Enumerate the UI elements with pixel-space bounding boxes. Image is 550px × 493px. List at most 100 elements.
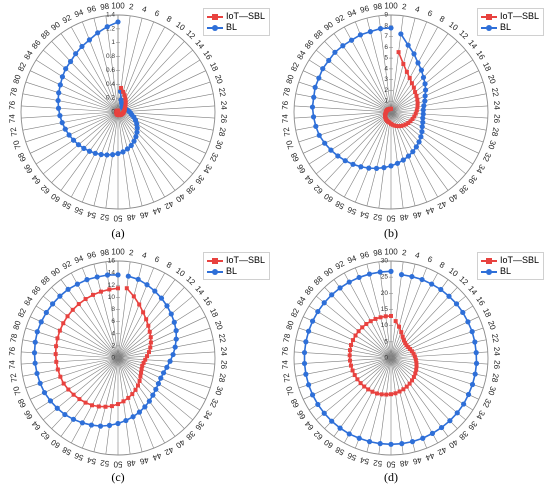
category-label: 10 [447,266,460,279]
category-label: 48 [126,458,137,468]
spoke-line [390,49,466,113]
category-label: 42 [436,445,449,457]
data-point [144,317,149,322]
data-point [422,98,428,104]
category-label: 94 [73,7,85,19]
legend-entry: IoT—SBL [207,11,265,22]
data-point [418,67,425,73]
category-label: 72 [9,372,20,383]
data-point [472,339,478,345]
spoke-line [82,357,119,449]
spoke-line [30,316,119,359]
category-label: 64 [303,419,316,432]
spoke-line [390,287,458,359]
data-point [83,297,88,302]
category-label: 18 [481,61,493,73]
spoke-line [294,357,392,365]
data-point [164,364,170,370]
data-point [77,397,82,402]
category-label: 98 [100,2,111,12]
radial-grid [20,14,216,210]
data-point [381,165,387,171]
spoke-line [117,59,201,113]
data-point [384,392,389,397]
data-point [158,295,165,301]
data-point [393,319,398,324]
data-point [173,336,179,342]
data-point [414,364,419,369]
data-point [168,311,174,317]
radial-tick-label: 1 [111,39,115,46]
data-point [170,351,176,358]
spoke-line [324,357,392,429]
data-point [408,119,413,124]
legend: IoT—SBL BL [477,8,545,36]
category-label: 46 [411,209,422,220]
data-point [393,391,398,396]
data-point [414,360,419,365]
legend-swatch [207,23,223,33]
legend: IoT—SBL BL [477,252,545,280]
data-point [412,114,417,119]
spoke-line [21,105,119,113]
radial-tick-label: 15 [381,306,389,313]
data-point [124,146,131,152]
data-point [409,81,414,86]
category-label: 94 [346,7,358,19]
data-point [316,132,322,138]
data-point [379,392,384,397]
category-label: 32 [208,151,220,163]
radial-tick-label: 8 [384,22,388,29]
spoke-line [390,111,474,165]
data-point [422,81,428,87]
category-label: 52 [372,458,383,468]
category-label: 6 [153,8,161,18]
data-point [356,329,361,334]
category-label: 100 [111,248,125,257]
data-point [370,389,375,394]
data-point [121,399,126,404]
data-point [410,149,416,155]
data-point [86,148,93,154]
spoke-line [303,357,392,400]
data-point [155,381,162,387]
legend: IoT—SBL BL [203,252,271,280]
legend-label: IoT—SBL [226,11,266,21]
data-point [465,391,472,398]
category-label: 80 [285,319,296,331]
data-point [349,343,354,348]
category-label: 74 [7,113,17,123]
data-point [388,163,394,169]
category-label: 52 [99,212,110,222]
category-label: 30 [213,139,224,151]
data-point [61,321,66,326]
category-label: 2 [402,2,408,12]
data-point [43,309,49,316]
data-point [91,292,95,297]
category-label: 54 [86,455,97,466]
data-point [364,321,369,326]
data-point [58,374,63,379]
data-point [104,24,110,30]
data-point [415,104,420,109]
spoke-line [378,15,392,113]
data-point [305,328,312,334]
data-point [62,126,68,132]
spoke-line [390,295,466,359]
spoke-line [117,327,211,359]
spoke-line [390,21,427,113]
data-point [138,374,143,379]
data-point [121,89,126,94]
data-point [126,395,131,400]
spoke-line [117,357,154,449]
category-label: 82 [289,306,301,318]
category-label: 6 [426,254,434,264]
data-point [152,288,158,294]
category-label: 6 [153,254,161,264]
spoke-line [390,327,484,359]
radial-tick-label: 2 [384,87,388,94]
data-point [309,104,316,110]
spoke-line [308,111,392,165]
category-label: 18 [208,61,220,73]
